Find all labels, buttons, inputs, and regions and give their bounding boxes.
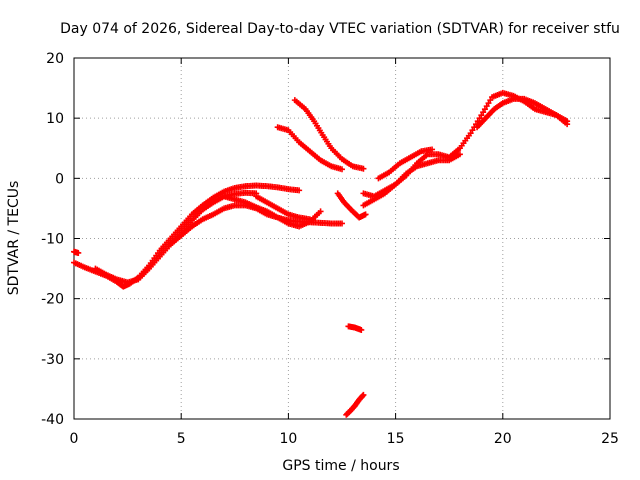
series-track-dip [334, 190, 369, 221]
x-tick-label: 15 [387, 431, 405, 447]
data-points [71, 89, 571, 418]
series-track-lower-3 [253, 193, 313, 223]
series-track-rise-2 [360, 151, 463, 209]
data-point [317, 208, 324, 215]
x-tick-label: 10 [279, 431, 297, 447]
data-point [478, 112, 485, 119]
x-tick-label: 5 [177, 431, 186, 447]
series-track-lower-2 [221, 193, 324, 230]
y-tick-label: -40 [41, 412, 64, 428]
data-point [483, 103, 490, 110]
x-axis-label: GPS time / hours [282, 458, 399, 474]
grid-lines [74, 58, 610, 419]
data-point [339, 220, 345, 227]
data-point [306, 216, 313, 223]
data-point [564, 121, 571, 128]
data-point [296, 187, 303, 194]
data-point [362, 211, 369, 218]
y-tick-label: -10 [41, 232, 64, 248]
data-point [75, 249, 82, 256]
series-isolated-1 [345, 323, 365, 333]
data-point [339, 166, 345, 173]
y-tick-label: -30 [41, 352, 64, 368]
series-track-rise-3 [375, 146, 436, 182]
data-point [485, 100, 492, 107]
data-point [429, 146, 436, 153]
data-point [487, 97, 494, 104]
series-track-main-1 [71, 182, 303, 290]
data-point [476, 115, 483, 122]
x-tick-label: 20 [494, 431, 512, 447]
y-axis-label: SDTVAR / TECUs [6, 181, 22, 296]
y-tick-label: 20 [46, 51, 64, 67]
data-point [456, 151, 463, 158]
data-point [360, 391, 367, 398]
series-isolated-2 [343, 391, 367, 418]
data-point [481, 106, 488, 113]
data-point [360, 165, 367, 172]
series-track-arc-lower [274, 124, 345, 173]
series-track-arc-upper [291, 97, 367, 172]
data-point [469, 127, 476, 134]
data-point [467, 130, 474, 137]
y-tick-label: 0 [55, 171, 64, 187]
chart-title: Day 074 of 2026, Sidereal Day-to-day VTE… [60, 21, 620, 37]
series-track-rise-4 [474, 95, 571, 131]
x-tick-label: 0 [70, 431, 79, 447]
x-tick-label: 25 [601, 431, 619, 447]
series-isolated-3 [71, 248, 82, 256]
y-tick-label: -20 [41, 292, 64, 308]
axis-ticks: 0 5 10 15 20 25 20 10 0 -10 -20 -30 -40 [41, 51, 619, 447]
data-point [480, 109, 487, 116]
y-tick-label: 10 [46, 111, 64, 127]
data-point [358, 326, 365, 333]
